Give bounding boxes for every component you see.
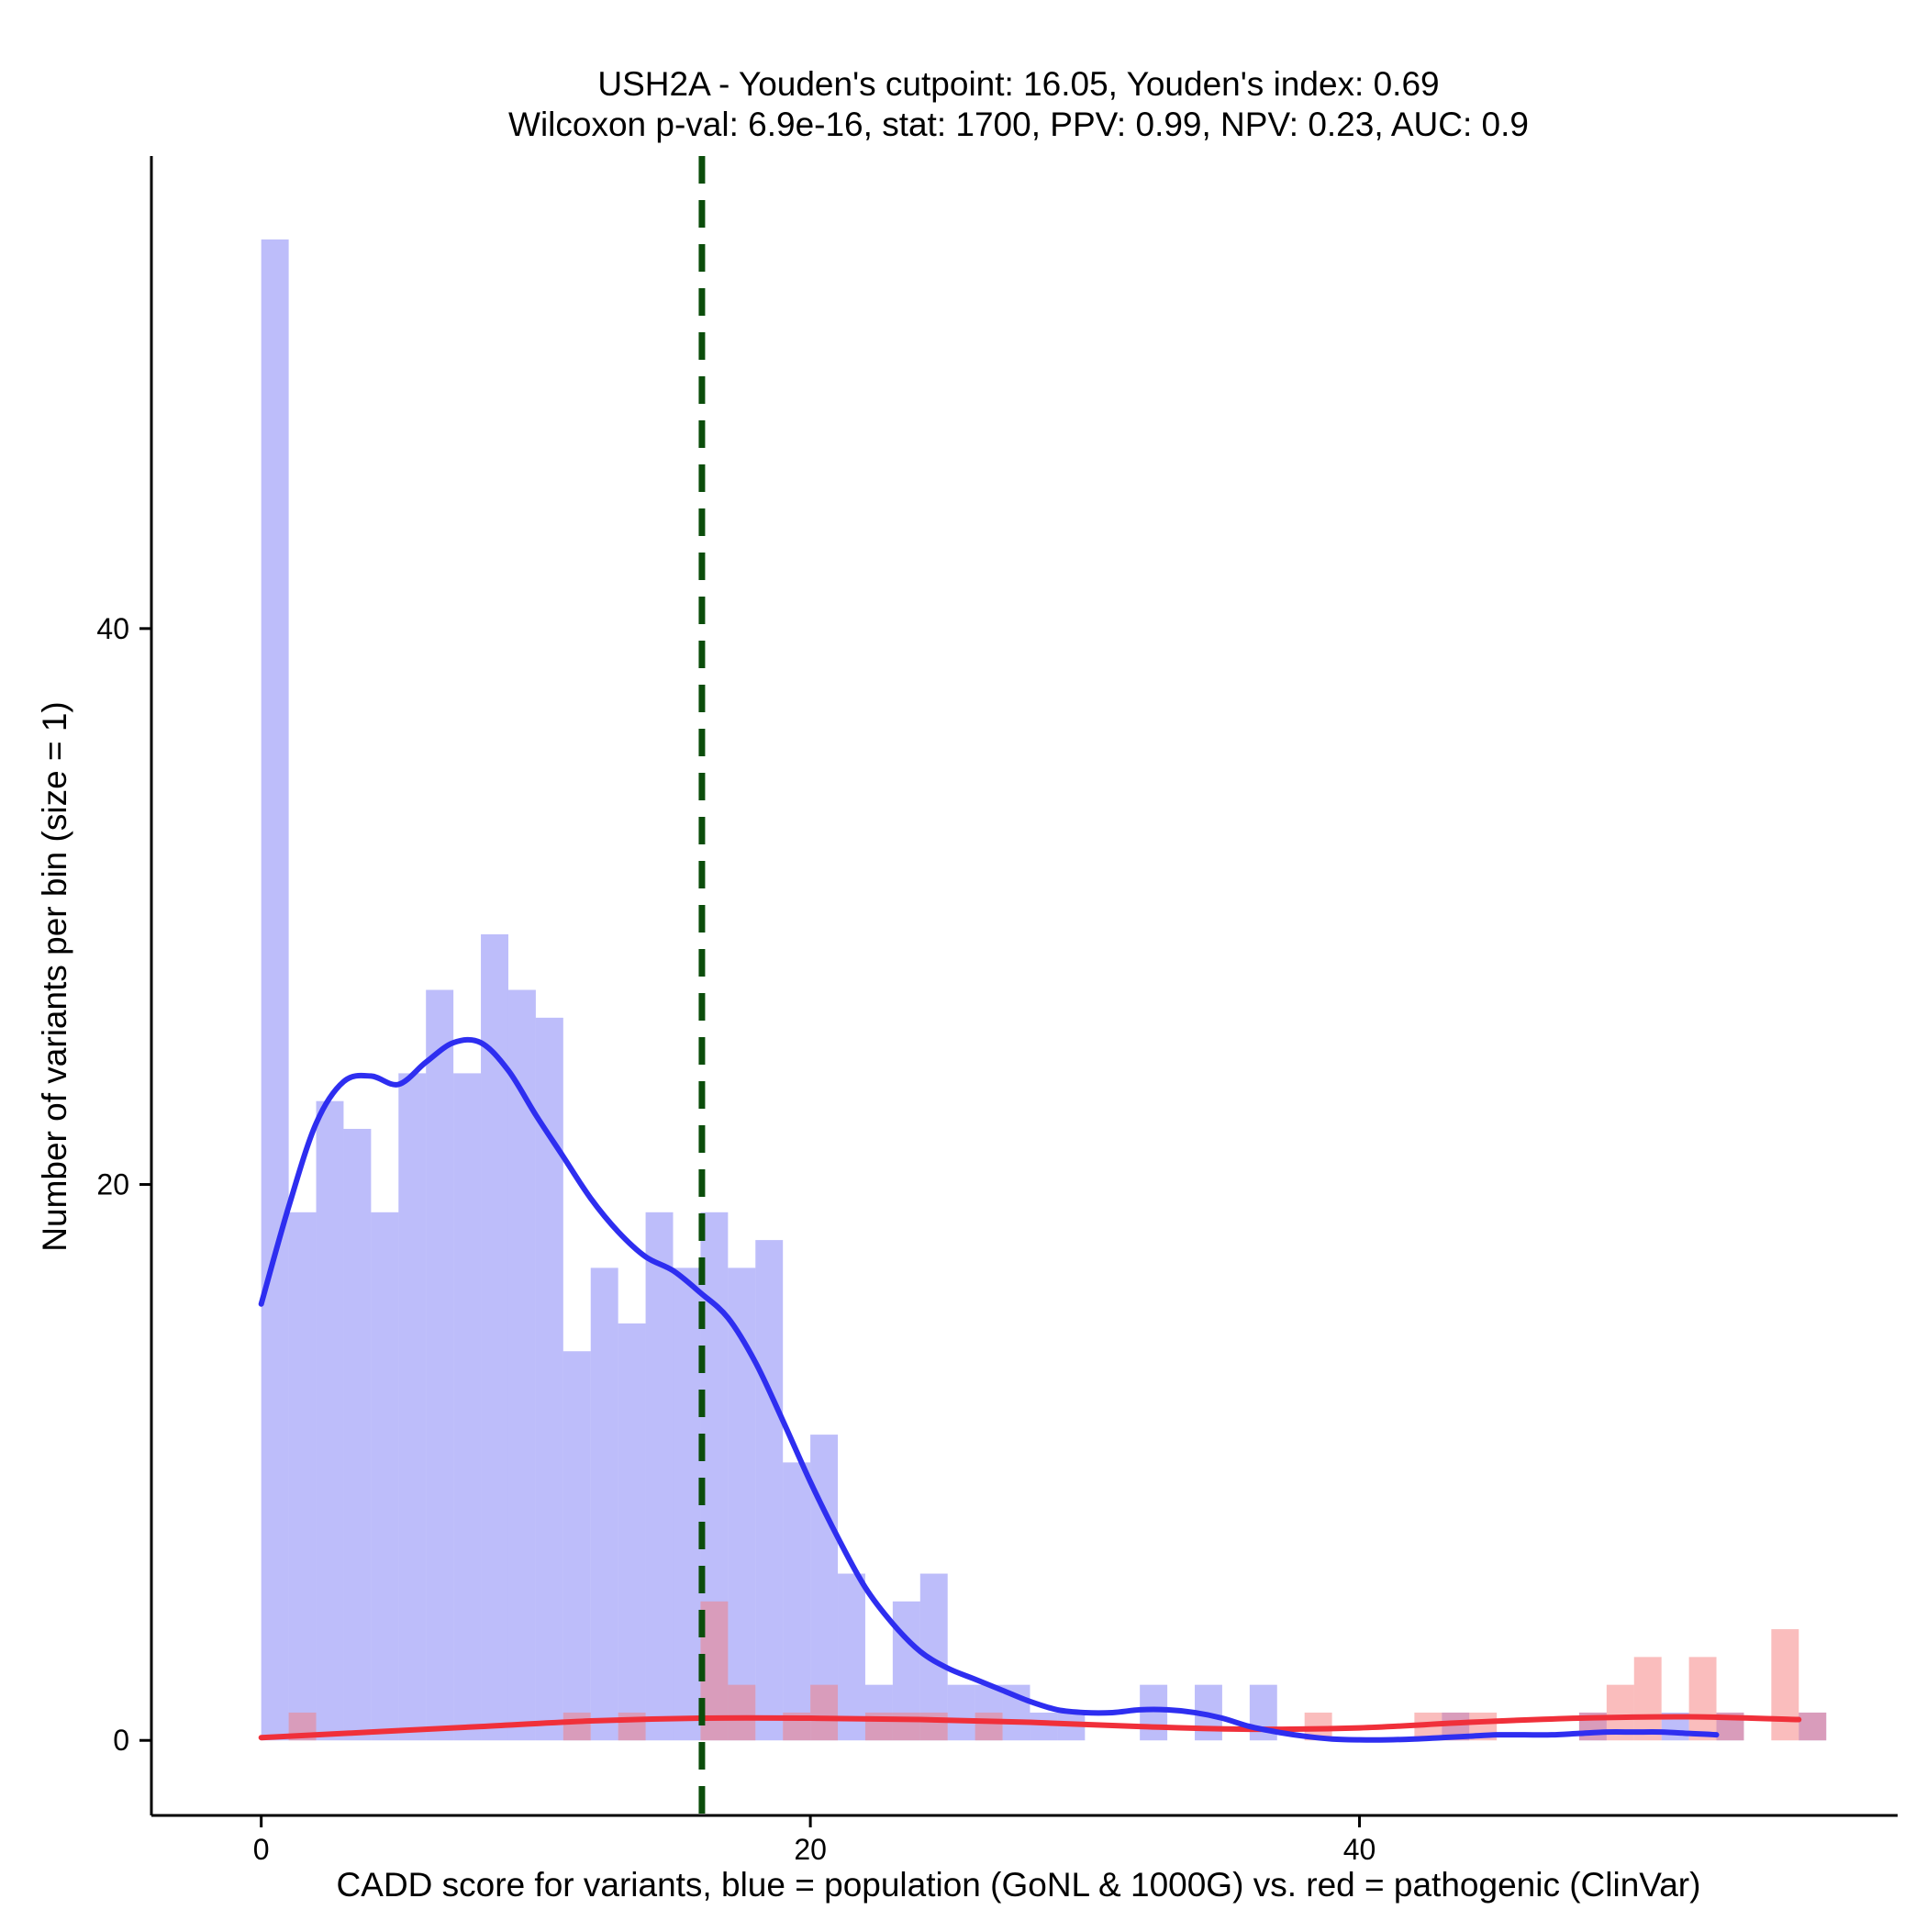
population-bar: [590, 1268, 618, 1741]
population-bars: [261, 239, 1827, 1741]
y-tick-label: 40: [96, 612, 129, 645]
x-tick-label: 0: [253, 1833, 270, 1866]
population-bar: [838, 1573, 865, 1741]
population-bar: [426, 989, 454, 1741]
population-bar: [507, 989, 536, 1741]
axes: 0 20 40 0 20 40: [96, 156, 1898, 1866]
pathogenic-bar: [1688, 1657, 1717, 1741]
pathogenic-bar: [1771, 1629, 1799, 1741]
population-bar: [1030, 1712, 1058, 1741]
population-bar: [1140, 1684, 1168, 1741]
pathogenic-bar: [810, 1684, 839, 1741]
population-bar: [673, 1268, 701, 1741]
population-bar: [783, 1462, 811, 1741]
population-bar: [453, 1073, 482, 1741]
chart-title-line-1: USH2A - Youden's cutpoint: 16.05, Youden…: [597, 65, 1439, 103]
pathogenic-bar: [563, 1712, 591, 1741]
population-density-line: [258, 1036, 1720, 1743]
population-bar: [288, 1212, 317, 1741]
pathogenic-bar: [1633, 1657, 1662, 1741]
population-bar: [755, 1240, 784, 1741]
y-tick-label: 20: [96, 1168, 129, 1201]
population-bar: [728, 1268, 756, 1741]
pathogenic-bar: [919, 1712, 948, 1741]
density-curves: [258, 1036, 1802, 1743]
population-bar: [371, 1212, 399, 1741]
population-bar: [645, 1212, 674, 1741]
population-bar: [398, 1073, 427, 1741]
pathogenic-bar: [975, 1712, 1003, 1741]
population-bar: [618, 1323, 646, 1741]
y-tick-label: 0: [113, 1724, 129, 1757]
chart-title-line-2: Wilcoxon p-val: 6.9e-16, stat: 1700, PPV…: [508, 106, 1529, 143]
x-tick-label: 20: [794, 1833, 827, 1866]
pathogenic-bar: [728, 1684, 756, 1741]
population-bar: [316, 1100, 344, 1741]
pathogenic-density-line: [258, 1714, 1802, 1741]
x-axis-label: CADD score for variants, blue = populati…: [337, 1866, 1701, 1904]
pathogenic-bar: [1799, 1712, 1827, 1741]
population-bar: [261, 239, 289, 1741]
population-bar: [947, 1684, 975, 1741]
y-axis-label: Number of variants per bin (size = 1): [36, 701, 73, 1251]
population-bar: [343, 1128, 372, 1741]
x-tick-label: 40: [1343, 1833, 1376, 1866]
population-bar: [563, 1351, 591, 1741]
